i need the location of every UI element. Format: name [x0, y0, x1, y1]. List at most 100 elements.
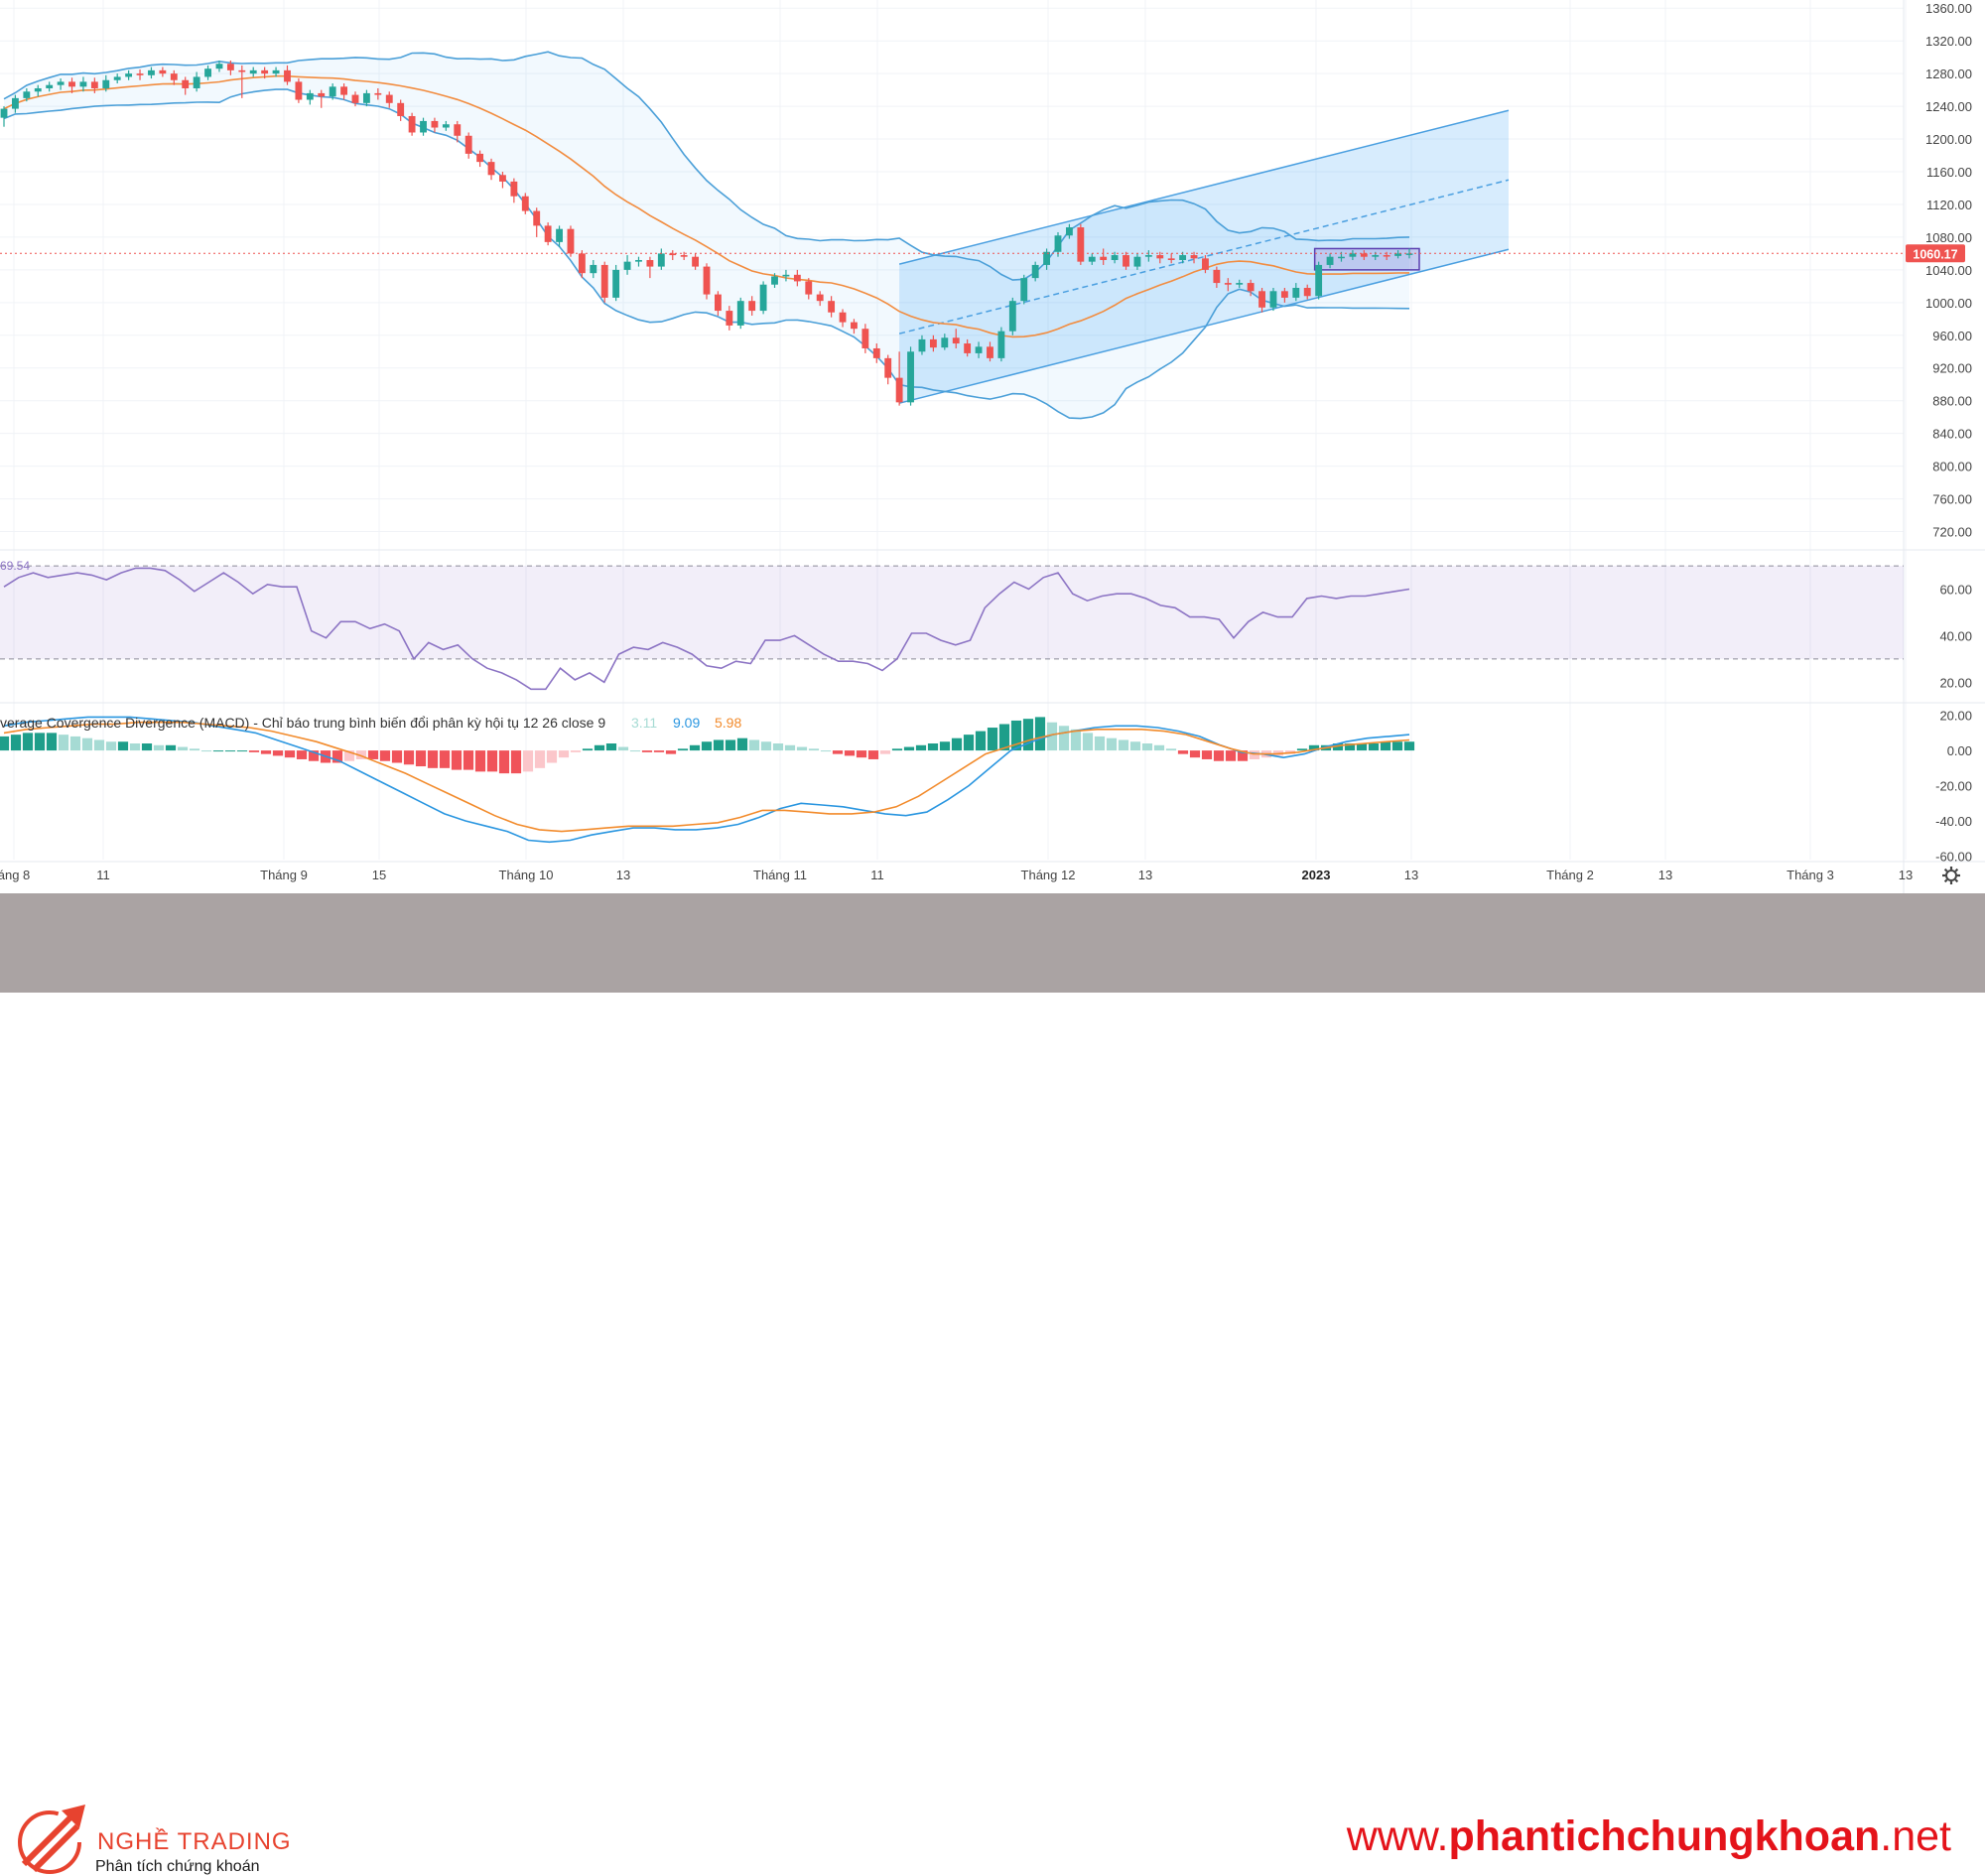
- macd-histogram-bar: [308, 750, 320, 761]
- candle-body: [487, 162, 495, 176]
- macd-histogram-bar: [677, 748, 689, 751]
- candle-body: [23, 91, 31, 98]
- regression-channel-upper: [898, 109, 1510, 265]
- candle-body: [669, 253, 677, 256]
- candle-body: [1349, 253, 1357, 257]
- macd-histogram-bar: [1368, 743, 1380, 751]
- macd-histogram-bar: [1034, 717, 1046, 751]
- time-tick-label: Tháng 11: [753, 868, 807, 882]
- macd-histogram-bar: [355, 750, 367, 759]
- time-tick-label: 2023: [1302, 868, 1331, 882]
- macd-tick-label: -60.00: [1935, 849, 1972, 864]
- candle-body: [1258, 291, 1265, 308]
- macd-histogram-bar: [1356, 743, 1368, 751]
- candle-body: [964, 343, 972, 353]
- macd-histogram-bar: [736, 737, 748, 751]
- candle-body: [1043, 251, 1051, 265]
- macd-histogram-bar: [1118, 739, 1129, 751]
- candle-body: [182, 79, 190, 88]
- candle-body: [1100, 256, 1108, 260]
- rsi-upper-label: 69.54: [0, 559, 30, 573]
- candle-body: [578, 253, 586, 274]
- candle-body: [612, 269, 620, 298]
- site-url[interactable]: www.phantichchungkhoan.net: [1347, 1812, 1951, 1861]
- bollinger-upper-line: [3, 51, 1410, 281]
- candle-body: [828, 301, 836, 313]
- candle-body: [782, 274, 790, 277]
- macd-tick-label: -40.00: [1935, 814, 1972, 829]
- chart-area[interactable]: 1060.17 1360.00 1320.00 1280.00 1240.00 1200.…: [0, 0, 1985, 893]
- candle-body: [590, 264, 597, 274]
- macd-histogram-bar: [1201, 750, 1213, 759]
- macd-histogram-bar: [46, 733, 58, 751]
- candle-body: [623, 261, 631, 270]
- candle-body: [1144, 255, 1152, 257]
- macd-histogram-bar: [772, 743, 784, 751]
- candle-body: [1372, 255, 1380, 257]
- time-tick-label: Tháng 3: [1786, 868, 1834, 882]
- candle-body: [510, 181, 518, 197]
- macd-histogram-bar: [1165, 748, 1177, 751]
- candle-body: [90, 81, 98, 88]
- time-tick-label: 13: [1138, 868, 1152, 882]
- price-tick-label: 840.00: [1932, 427, 1972, 442]
- candle-body: [793, 274, 801, 282]
- price-tick-label: 1280.00: [1925, 67, 1972, 81]
- macd-histogram-bar: [379, 750, 391, 761]
- candle-body: [736, 301, 744, 326]
- macd-histogram-bar: [200, 750, 212, 752]
- macd-histogram-bar: [474, 750, 486, 772]
- candle-body: [1031, 264, 1039, 279]
- candle-body: [544, 225, 552, 242]
- price-tick-label: 960.00: [1932, 329, 1972, 343]
- macd-histogram-bar: [570, 750, 582, 752]
- candle-body: [420, 120, 427, 133]
- trading-chart[interactable]: 1060.171360.001320.001280.001240.001200.…: [0, 0, 1985, 893]
- macd-histogram-bar: [760, 741, 772, 751]
- macd-histogram-bar: [689, 744, 701, 751]
- candle-body: [249, 69, 257, 74]
- macd-histogram-bar: [1177, 750, 1189, 754]
- candle-body: [1111, 255, 1119, 260]
- bollinger-band-fill: [4, 52, 1409, 419]
- candle-body: [318, 92, 326, 97]
- macd-histogram-bar: [641, 750, 653, 752]
- macd-histogram-bar: [58, 735, 69, 751]
- candle-body: [861, 329, 869, 348]
- macd-histogram-bar: [1082, 733, 1094, 751]
- macd-histogram-bar: [725, 739, 736, 751]
- bollinger-lower-line: [3, 88, 1410, 420]
- candle-body: [442, 124, 450, 128]
- candle-body: [476, 153, 484, 163]
- macd-histogram-bar: [1225, 750, 1237, 761]
- macd-histogram-bar: [415, 750, 427, 767]
- macd-histogram-bar: [867, 750, 879, 759]
- gear-tooth: [1954, 878, 1959, 883]
- macd-histogram-bar: [212, 750, 224, 752]
- candle-body: [306, 92, 314, 100]
- macd-histogram-bar: [1332, 743, 1344, 751]
- candle-body: [272, 69, 280, 74]
- macd-signal-line: [3, 721, 1410, 833]
- time-tick-label: Tháng 2: [1546, 868, 1594, 882]
- candle-body: [464, 135, 472, 154]
- macd-tick-label: -20.00: [1935, 779, 1972, 794]
- macd-histogram-bar: [1380, 741, 1391, 751]
- moving-average-line: [3, 74, 1410, 338]
- last-price-label-bg: [1906, 244, 1965, 263]
- macd-histogram-bar: [439, 750, 451, 768]
- candle-body: [521, 196, 529, 211]
- price-tick-label: 760.00: [1932, 492, 1972, 507]
- macd-histogram-bar: [34, 733, 46, 751]
- settings-gear-icon[interactable]: [1942, 867, 1960, 884]
- candle-body: [1280, 291, 1288, 298]
- macd-histogram-bar: [1106, 737, 1118, 751]
- macd-histogram-bar: [1296, 748, 1308, 751]
- macd-histogram-bar: [1153, 744, 1165, 751]
- macd-histogram-bar: [1046, 722, 1058, 751]
- price-tick-label: 880.00: [1932, 394, 1972, 409]
- time-tick-label: 11: [96, 868, 110, 882]
- macd-histogram-bar: [617, 746, 629, 751]
- candle-body: [816, 294, 824, 302]
- gear-tooth: [1943, 868, 1948, 872]
